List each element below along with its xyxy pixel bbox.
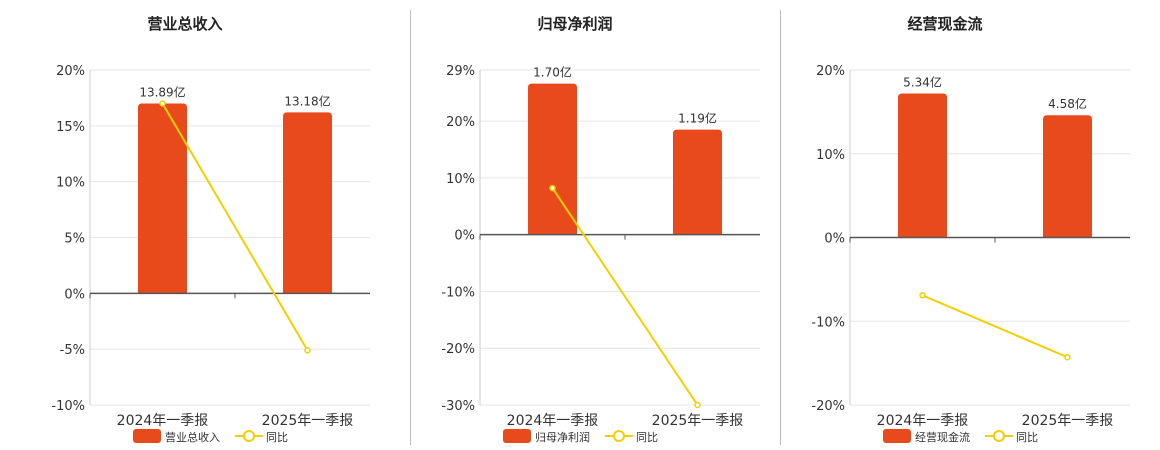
legend-line-label: 同比 <box>266 431 288 444</box>
yoy-point <box>1064 354 1071 361</box>
yoy-line <box>551 187 699 406</box>
y-tick-label: 0% <box>454 229 475 244</box>
bar-value-label: 13.18亿 <box>284 93 330 108</box>
legend-line-swatch <box>235 430 263 442</box>
chart-plot-cash-flow: 20% 10% 0% -10% -20% 5.34亿 4.58亿 2024年一季报 2025年一… <box>811 64 1130 428</box>
bar <box>1043 115 1092 238</box>
y-tick-label: -10% <box>811 315 845 330</box>
bar <box>528 83 577 235</box>
y-tick-label: 10% <box>816 148 845 163</box>
chart-title: 经营现金流 <box>907 15 983 33</box>
chart-panel-net-profit: 归母净利润 29% 20% 10% 0% -10% -20% -30% 1.70亿 1.19亿 2… <box>390 0 760 450</box>
x-category-label: 2025年一季报 <box>652 413 744 428</box>
bar-value-label: 5.34亿 <box>903 74 942 89</box>
y-tick-label: 15% <box>56 120 85 135</box>
chart-title: 营业总收入 <box>147 15 223 33</box>
legend-bar-swatch <box>883 429 911 443</box>
x-category-label: 2024年一季报 <box>117 413 209 428</box>
panel-divider <box>410 10 411 445</box>
chart-panel-revenue: 营业总收入 20% 15% 10% 5% 0% -5% -10% 13.89亿 13.18亿 20… <box>0 0 370 450</box>
legend-bar-swatch <box>133 429 161 443</box>
yoy-point <box>304 347 311 354</box>
legend-line-swatch <box>985 430 1013 442</box>
bar-value-label: 13.89亿 <box>139 85 185 100</box>
legend-bar-label: 归母净利润 <box>535 431 590 444</box>
x-category-label: 2024年一季报 <box>877 413 969 428</box>
legend: 营业总收入 同比 <box>0 428 370 444</box>
yoy-point <box>694 401 701 409</box>
legend: 经营现金流 同比 <box>760 428 1130 444</box>
y-tick-label: -10% <box>441 285 475 300</box>
y-tick-label: 20% <box>446 115 475 130</box>
y-tick-label: 0% <box>64 287 85 302</box>
bar <box>673 129 722 235</box>
y-tick-label: 29% <box>446 64 475 79</box>
chart-plot-net-profit: 29% 20% 10% 0% -10% -20% -30% 1.70亿 1.19亿 2024年一季… <box>441 64 760 428</box>
y-tick-label: 10% <box>56 176 85 191</box>
y-tick-label: -30% <box>441 399 475 414</box>
x-category-label: 2025年一季报 <box>1022 413 1114 428</box>
yoy-point <box>919 292 926 299</box>
legend-bar-label: 经营现金流 <box>915 431 970 444</box>
y-tick-label: 20% <box>56 64 85 79</box>
legend: 归母净利润 同比 <box>390 428 760 444</box>
y-tick-label: -20% <box>441 342 475 357</box>
yoy-point <box>549 184 556 192</box>
legend-line-label: 同比 <box>636 431 658 444</box>
x-category-label: 2025年一季报 <box>262 413 354 428</box>
bar <box>283 112 332 294</box>
legend-bar-swatch <box>503 429 531 443</box>
panel-divider <box>780 10 781 445</box>
y-tick-label: -20% <box>811 399 845 414</box>
y-tick-label: -10% <box>51 399 85 414</box>
chart-title: 归母净利润 <box>537 15 613 33</box>
bar-value-label: 4.58亿 <box>1048 96 1087 111</box>
y-tick-label: 10% <box>446 172 475 187</box>
bar-value-label: 1.70亿 <box>533 65 572 80</box>
y-tick-label: 5% <box>64 232 85 247</box>
legend-bar-label: 营业总收入 <box>165 431 220 444</box>
y-tick-label: 0% <box>824 232 845 247</box>
bar-value-label: 1.19亿 <box>678 111 717 126</box>
y-tick-label: -5% <box>60 343 85 358</box>
chart-panel-cash-flow: 经营现金流 20% 10% 0% -10% -20% 5.34亿 4.58亿 2024年一季报… <box>760 0 1130 450</box>
yoy-point <box>159 100 166 107</box>
bar <box>138 103 187 294</box>
yoy-line <box>161 102 309 351</box>
legend-line-label: 同比 <box>1016 431 1038 444</box>
legend-line-swatch <box>605 430 633 442</box>
chart-plot-revenue: 20% 15% 10% 5% 0% -5% -10% 13.89亿 13.18亿 2024年一季报… <box>51 64 370 428</box>
bar <box>898 93 947 238</box>
x-category-label: 2024年一季报 <box>507 413 599 428</box>
yoy-line <box>922 294 1068 359</box>
y-tick-label: 20% <box>816 64 845 79</box>
